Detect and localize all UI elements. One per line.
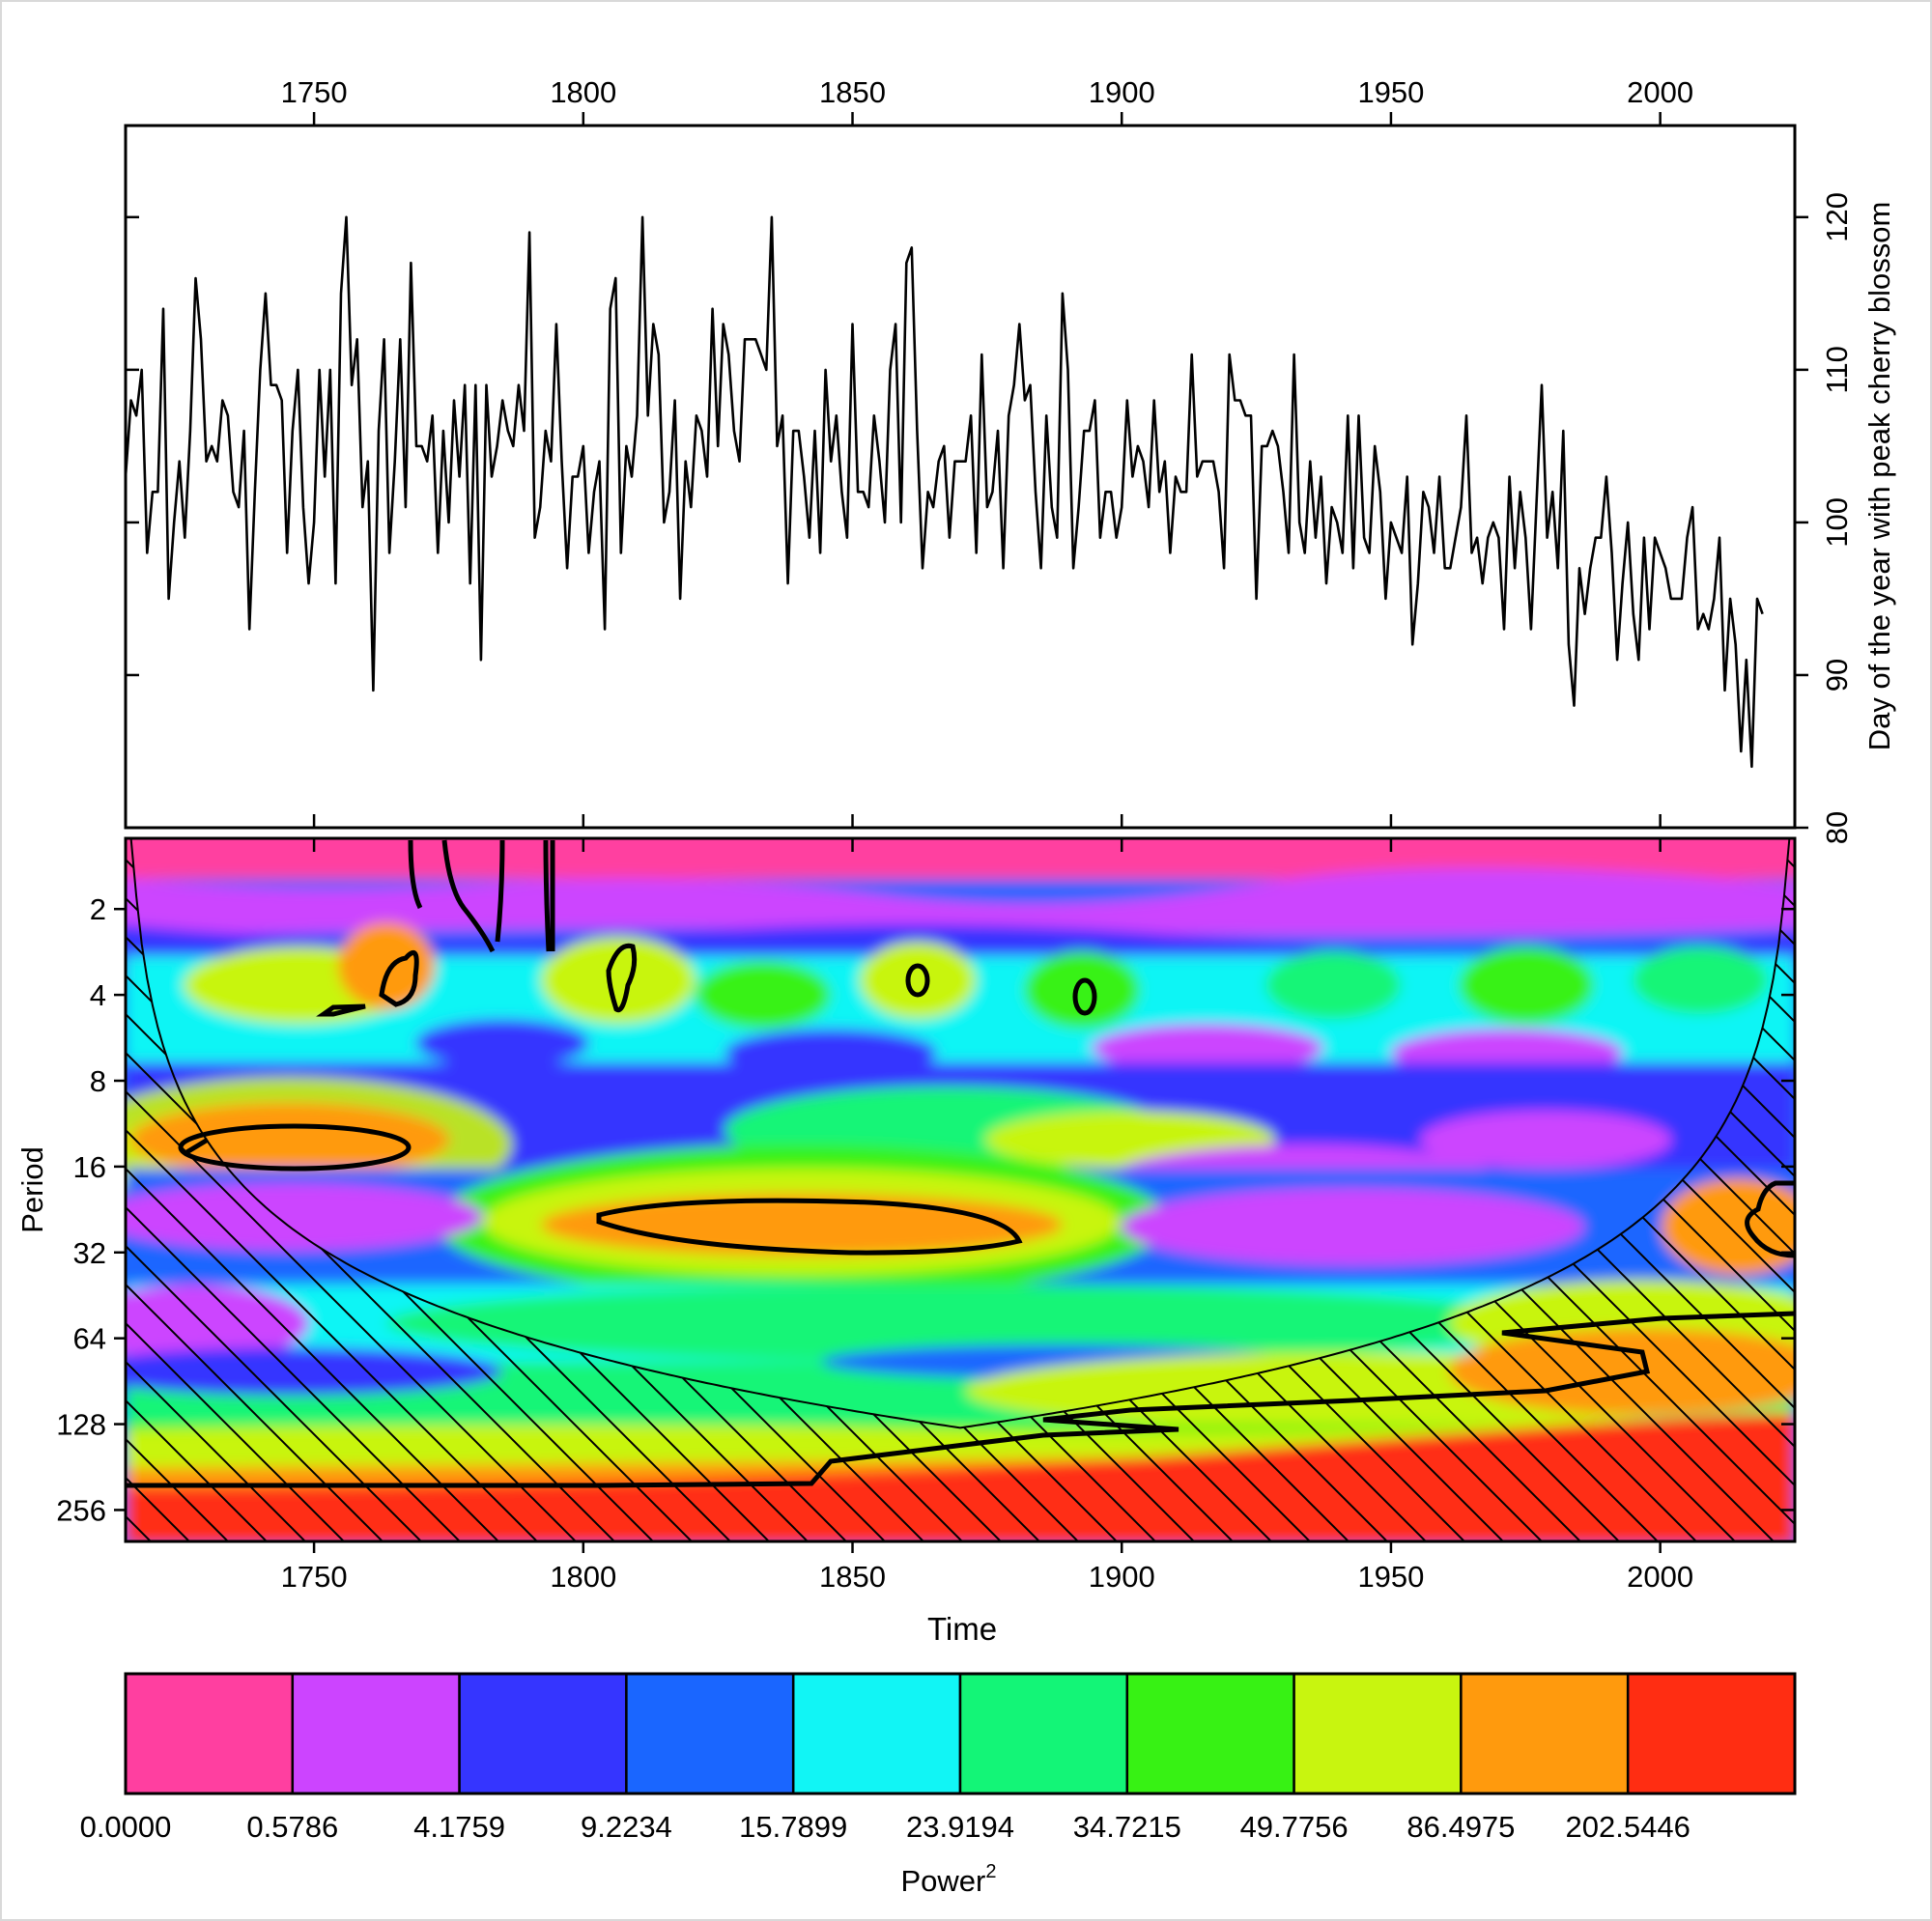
colorbar-tick-label: 34.7215 — [1073, 1810, 1181, 1844]
period-tick-label: 2 — [90, 892, 106, 926]
colorbar-swatch — [958, 1672, 1129, 1795]
right-y-tick-label: 80 — [1820, 811, 1854, 844]
colorbar-swatch — [458, 1672, 628, 1795]
period-tick-label: 8 — [90, 1064, 106, 1098]
time-series-plot-border — [124, 124, 1797, 830]
colorbar-swatch — [1626, 1672, 1797, 1795]
colorbar-tick-label: 86.4975 — [1406, 1810, 1515, 1844]
period-tick-label: 128 — [56, 1408, 106, 1442]
bottom-x-tick-label: 1900 — [1089, 1560, 1155, 1594]
colorbar-border — [124, 1672, 1797, 1795]
x-axis-label-time: Time — [927, 1611, 997, 1647]
bottom-x-tick-label: 1950 — [1357, 1560, 1424, 1594]
colorbar-label-superscript: 2 — [985, 1861, 996, 1882]
colorbar-tick-label: 9.2234 — [581, 1810, 672, 1844]
top-x-tick-label: 1850 — [819, 75, 886, 109]
wavelet-power-panel: 1750 1800 1850 1900 1950 2000 2 4 8 16 32 64 128 256… — [15, 836, 1797, 1647]
y-axis-label-period: Period — [15, 1146, 49, 1233]
colorbar-tick-label: 0.0000 — [80, 1810, 172, 1844]
top-x-tick-label: 1900 — [1089, 75, 1155, 109]
top-x-tick-label: 1750 — [281, 75, 348, 109]
colorbar-tick-label: 49.7756 — [1240, 1810, 1349, 1844]
y-axis-label-cherry-blossom: Day of the year with peak cherry blossom — [1862, 202, 1896, 751]
colorbar-swatch — [1125, 1672, 1295, 1795]
colorbar-tick-label: 0.5786 — [246, 1810, 338, 1844]
period-tick-label: 4 — [90, 978, 106, 1012]
cone-of-influence-hatch — [126, 838, 1795, 1541]
top-x-tick-label: 1800 — [550, 75, 616, 109]
colorbar-tick-label: 15.7899 — [739, 1810, 847, 1844]
colorbar-tick-label: 23.9194 — [906, 1810, 1014, 1844]
colorbar-label-power: Power2 — [901, 1861, 997, 1898]
top-x-tick-label: 1950 — [1357, 75, 1424, 109]
right-y-tick-label: 120 — [1820, 192, 1854, 242]
time-series-panel: 1750 1800 1850 1900 1950 2000 80 90 100 110 120 D… — [124, 75, 1896, 844]
period-tick-label: 256 — [56, 1493, 106, 1527]
colorbar-swatch — [1460, 1672, 1630, 1795]
cone-of-influence-line — [126, 838, 1795, 1429]
colorbar-swatch — [1293, 1672, 1463, 1795]
wavelet-plot-border — [124, 836, 1797, 1543]
right-y-tick-label: 90 — [1820, 659, 1854, 692]
period-tick-label: 32 — [73, 1236, 106, 1270]
right-y-tick-label: 110 — [1820, 346, 1854, 393]
bottom-x-axis: 1750 1800 1850 1900 1950 2000 — [281, 838, 1693, 1594]
period-tick-label: 64 — [73, 1322, 106, 1356]
top-x-tick-label: 2000 — [1627, 75, 1693, 109]
colorbar-swatch — [791, 1672, 962, 1795]
top-x-axis: 1750 1800 1850 1900 1950 2000 — [281, 75, 1693, 828]
period-y-axis: 2 4 8 16 32 64 128 256 — [56, 892, 1795, 1527]
bottom-x-tick-label: 1750 — [281, 1560, 348, 1594]
colorbar-swatch — [124, 1672, 295, 1795]
right-y-tick-label: 100 — [1820, 497, 1854, 548]
colorbar-swatch — [291, 1672, 461, 1795]
colorbar-tick-label: 4.1759 — [413, 1810, 505, 1844]
colorbar-swatch — [625, 1672, 795, 1795]
period-tick-label: 16 — [73, 1150, 106, 1184]
colorbar-tick-label: 202.5446 — [1566, 1810, 1690, 1844]
power-colorbar: 0.0000 0.5786 4.1759 9.2234 15.7899 23.9194 34… — [80, 1672, 1797, 1844]
colorbar-label-text: Power — [901, 1864, 986, 1898]
right-y-axis: 80 90 100 110 120 — [126, 192, 1854, 844]
bottom-x-tick-label: 1850 — [819, 1560, 886, 1594]
bottom-x-tick-label: 2000 — [1627, 1560, 1693, 1594]
cherry-blossom-series-line — [126, 215, 1764, 769]
bottom-x-tick-label: 1800 — [550, 1560, 616, 1594]
